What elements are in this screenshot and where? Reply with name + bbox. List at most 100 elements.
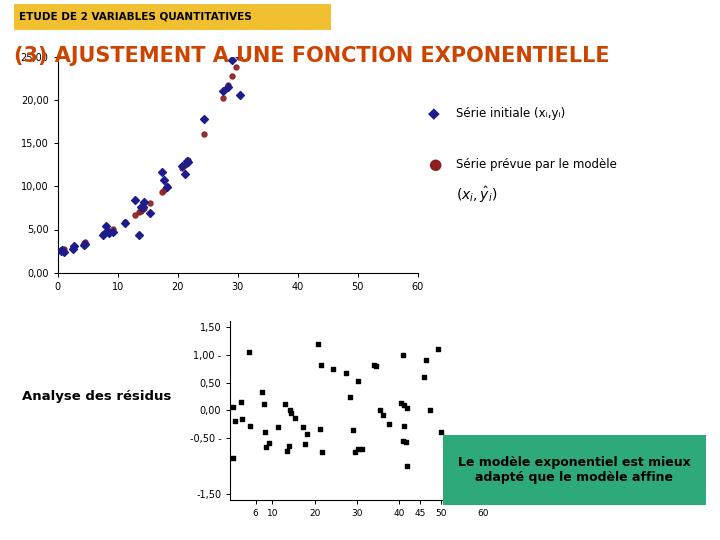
Point xyxy=(284,406,296,414)
Point xyxy=(356,444,368,453)
Point xyxy=(120,218,131,227)
Point xyxy=(341,369,352,377)
Point xyxy=(182,156,194,165)
Point xyxy=(55,247,66,255)
Point xyxy=(258,400,270,409)
Point xyxy=(400,438,412,447)
Point xyxy=(344,393,356,401)
Point xyxy=(144,199,156,207)
Point xyxy=(226,72,238,80)
Point xyxy=(418,372,430,381)
Point xyxy=(233,52,245,61)
Point xyxy=(97,230,109,239)
Point xyxy=(259,428,271,436)
Point xyxy=(234,91,246,100)
Point xyxy=(78,238,89,247)
Text: Analyse des résidus: Analyse des résidus xyxy=(22,390,171,403)
Point xyxy=(228,403,239,411)
Point xyxy=(377,411,389,420)
Point xyxy=(398,421,410,430)
Text: Le modèle exponentiel est mieux
adapté que le modèle affine: Le modèle exponentiel est mieux adapté q… xyxy=(458,456,690,484)
Point xyxy=(67,242,78,251)
Point xyxy=(285,408,297,417)
Point xyxy=(230,49,241,57)
Point xyxy=(103,227,114,236)
Point xyxy=(129,211,140,220)
Point xyxy=(395,399,407,408)
Point xyxy=(97,231,109,239)
Point xyxy=(176,161,188,170)
Point xyxy=(217,94,228,103)
Point xyxy=(401,462,413,470)
Point xyxy=(236,415,248,424)
Point xyxy=(78,241,89,249)
Point xyxy=(107,225,119,233)
Point xyxy=(67,245,78,253)
Point xyxy=(100,222,112,231)
Point xyxy=(129,195,140,204)
Text: $(x_i,\hat{y}_i)$: $(x_i,\hat{y}_i)$ xyxy=(456,184,498,205)
Point xyxy=(137,203,148,212)
Text: ●: ● xyxy=(428,157,441,172)
Point xyxy=(401,403,413,412)
Point xyxy=(176,164,188,172)
Point xyxy=(58,248,69,256)
Point xyxy=(156,167,167,176)
Point xyxy=(272,422,284,431)
Point xyxy=(316,448,328,456)
Point xyxy=(222,83,234,91)
Point xyxy=(58,245,69,254)
Point xyxy=(138,197,150,206)
Point xyxy=(227,453,238,462)
Text: Série initiale (xᵢ,yᵢ): Série initiale (xᵢ,yᵢ) xyxy=(456,107,565,120)
Point xyxy=(243,348,254,356)
Point xyxy=(199,114,210,123)
Point xyxy=(181,157,193,165)
Point xyxy=(314,425,325,434)
Point xyxy=(56,246,68,254)
Point xyxy=(68,242,80,251)
Point xyxy=(102,226,113,235)
Point xyxy=(349,448,361,456)
Point xyxy=(135,207,146,215)
Point xyxy=(283,442,294,451)
Point xyxy=(433,345,444,354)
Point xyxy=(244,422,256,430)
Point xyxy=(374,406,386,414)
Point xyxy=(300,439,311,448)
Point xyxy=(297,423,309,431)
Point xyxy=(226,56,238,65)
Point xyxy=(234,51,246,60)
Point xyxy=(182,158,194,167)
Point xyxy=(240,6,251,15)
Point xyxy=(181,157,193,166)
Point xyxy=(235,398,247,407)
Point xyxy=(217,86,228,95)
Point xyxy=(289,414,301,422)
Point xyxy=(256,22,267,31)
Point xyxy=(397,436,409,445)
Point xyxy=(279,400,290,409)
Point xyxy=(138,204,150,213)
Point xyxy=(420,356,432,364)
Point xyxy=(100,228,112,237)
Point xyxy=(353,445,364,454)
Point xyxy=(137,205,148,213)
Point xyxy=(240,35,251,44)
Point xyxy=(233,46,245,55)
Point xyxy=(347,426,359,434)
Text: Série prévue par le modèle: Série prévue par le modèle xyxy=(456,158,616,171)
Point xyxy=(230,63,241,71)
Point xyxy=(135,202,146,211)
Point xyxy=(399,401,410,410)
Point xyxy=(259,6,271,15)
Point xyxy=(370,362,382,371)
Point xyxy=(102,228,113,237)
Point xyxy=(264,438,275,447)
Point xyxy=(56,245,68,254)
Point xyxy=(424,406,436,414)
Point xyxy=(368,360,379,369)
Text: ETUDE DE 2 VARIABLES QUANTITATIVES: ETUDE DE 2 VARIABLES QUANTITATIVES xyxy=(19,12,252,22)
Point xyxy=(435,427,446,436)
Point xyxy=(261,442,272,451)
